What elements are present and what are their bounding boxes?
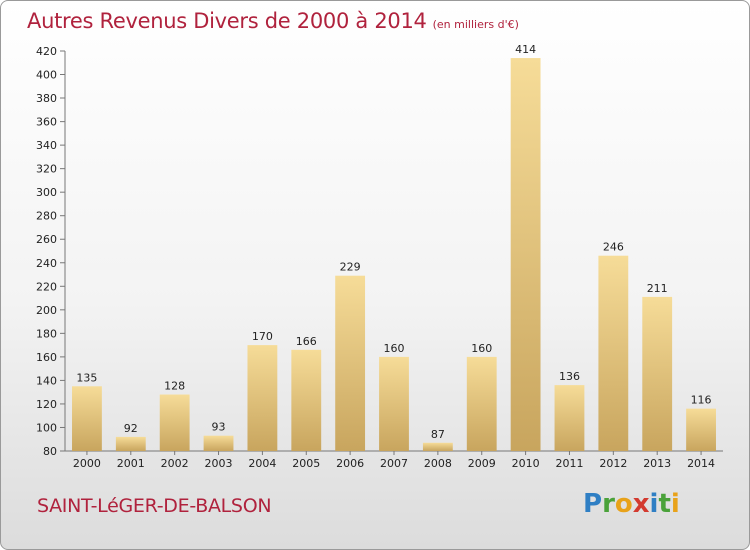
brand-letter: i	[670, 489, 680, 519]
bar	[598, 255, 629, 451]
bar	[510, 58, 541, 451]
chart-subtitle: (en milliers d'€)	[432, 18, 519, 31]
x-tick-label: 2014	[687, 457, 715, 470]
title-row: Autres Revenus Divers de 2000 à 2014 (en …	[27, 9, 519, 33]
x-tick-label: 2007	[380, 457, 408, 470]
data-label: 128	[164, 380, 185, 393]
y-tick-label: 260	[36, 233, 57, 246]
chart-title: Autres Revenus Divers de 2000 à 2014	[27, 9, 427, 33]
bar	[686, 408, 716, 451]
brand-letter: o	[614, 489, 633, 519]
labels-group: 2000 135 2001 92 2002 128 2003 93 2004 170 2005 166…	[73, 43, 715, 470]
y-tick-label: 120	[36, 398, 57, 411]
data-label: 166	[296, 335, 317, 348]
data-label: 136	[559, 370, 580, 383]
x-tick-label: 2011	[555, 457, 583, 470]
bar	[466, 356, 497, 451]
x-tick-label: 2012	[599, 457, 627, 470]
y-tick-label: 320	[36, 163, 57, 176]
data-label: 414	[515, 43, 536, 56]
y-tick-label: 380	[36, 92, 57, 105]
brand-letter: P	[583, 489, 603, 519]
data-label: 92	[124, 422, 138, 435]
x-tick-label: 2005	[292, 457, 320, 470]
x-tick-label: 2000	[73, 457, 101, 470]
data-label: 160	[384, 342, 405, 355]
brand-letter: r	[602, 489, 615, 519]
x-tick-label: 2009	[468, 457, 496, 470]
data-label: 93	[212, 421, 226, 434]
bar	[247, 345, 278, 451]
y-tick-label: 420	[36, 45, 57, 58]
y-tick-label: 280	[36, 210, 57, 223]
brand-letter: t	[658, 489, 671, 519]
y-tick-label: 200	[36, 304, 57, 317]
brand-logo: Proxiti	[583, 489, 680, 519]
x-tick-label: 2013	[643, 457, 671, 470]
y-tick-label: 300	[36, 186, 57, 199]
y-tick-label: 140	[36, 374, 57, 387]
bar	[291, 349, 322, 451]
bar	[379, 356, 409, 451]
y-tick-label: 400	[36, 69, 57, 82]
y-tick-label: 100	[36, 421, 57, 434]
data-label: 211	[647, 282, 668, 295]
y-tick-label: 360	[36, 116, 57, 129]
bar	[642, 296, 673, 451]
y-tick-label: 80	[43, 445, 57, 458]
data-label: 87	[431, 428, 445, 441]
y-tick-label: 180	[36, 327, 57, 340]
axes: 80 100 120 140 160 180 200 220 240 260 280 300 320 34…	[36, 45, 723, 458]
x-tick-label: 2003	[205, 457, 233, 470]
x-tick-label: 2001	[117, 457, 145, 470]
data-label: 160	[471, 342, 492, 355]
x-tick-label: 2002	[161, 457, 189, 470]
y-tick-label: 240	[36, 257, 57, 270]
bar	[115, 436, 146, 451]
y-tick-label: 160	[36, 351, 57, 364]
data-label: 246	[603, 241, 624, 254]
bar	[72, 386, 102, 451]
data-label: 229	[340, 261, 361, 274]
x-tick-label: 2008	[424, 457, 452, 470]
bar	[159, 394, 190, 451]
bar	[203, 435, 234, 451]
bars-group	[72, 58, 716, 451]
bar	[422, 442, 453, 451]
x-tick-label: 2010	[512, 457, 540, 470]
x-tick-label: 2004	[248, 457, 276, 470]
brand-letter: x	[632, 489, 650, 519]
data-label: 135	[76, 371, 97, 384]
data-label: 170	[252, 330, 273, 343]
bar	[554, 385, 585, 451]
bar	[335, 275, 366, 451]
y-tick-label: 220	[36, 280, 57, 293]
y-tick-label: 340	[36, 139, 57, 152]
x-tick-label: 2006	[336, 457, 364, 470]
brand-letter: i	[649, 489, 659, 519]
data-label: 116	[691, 394, 712, 407]
place-name: SAINT-LéGER-DE-BALSON	[37, 495, 272, 517]
